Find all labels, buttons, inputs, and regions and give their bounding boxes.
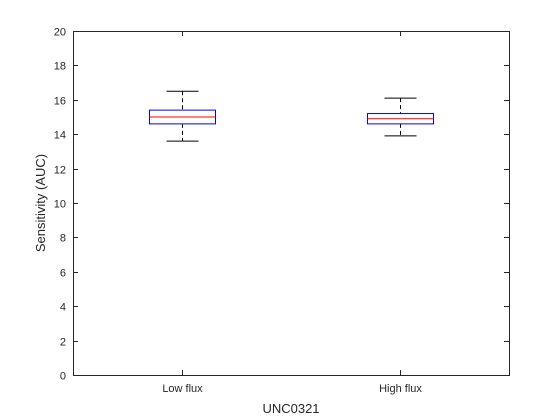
y-tick-label: 6 xyxy=(60,268,66,280)
y-tick-label: 14 xyxy=(54,130,66,142)
y-tick-label: 10 xyxy=(54,199,66,211)
x-tick-label: High flux xyxy=(379,383,422,395)
x-axis-ticks: Low flux High flux xyxy=(162,31,422,395)
y-tick-label: 0 xyxy=(60,371,66,383)
y-tick-label: 16 xyxy=(54,96,66,108)
y-tick-label: 18 xyxy=(54,61,66,73)
plot-area xyxy=(73,31,509,375)
y-tick-label: 2 xyxy=(60,337,66,349)
y-tick-label: 20 xyxy=(54,27,66,39)
x-axis-label: UNC0321 xyxy=(262,401,319,416)
box-1 xyxy=(367,97,434,137)
x-tick-label: Low flux xyxy=(162,383,203,395)
y-axis-label: Sensitivity (AUC) xyxy=(33,154,48,252)
y-tick-label: 8 xyxy=(60,233,66,245)
y-tick-label: 4 xyxy=(60,302,66,314)
y-tick-label: 12 xyxy=(54,165,66,177)
axes-frame xyxy=(73,31,510,376)
boxes xyxy=(149,90,434,142)
box-0 xyxy=(149,90,216,142)
